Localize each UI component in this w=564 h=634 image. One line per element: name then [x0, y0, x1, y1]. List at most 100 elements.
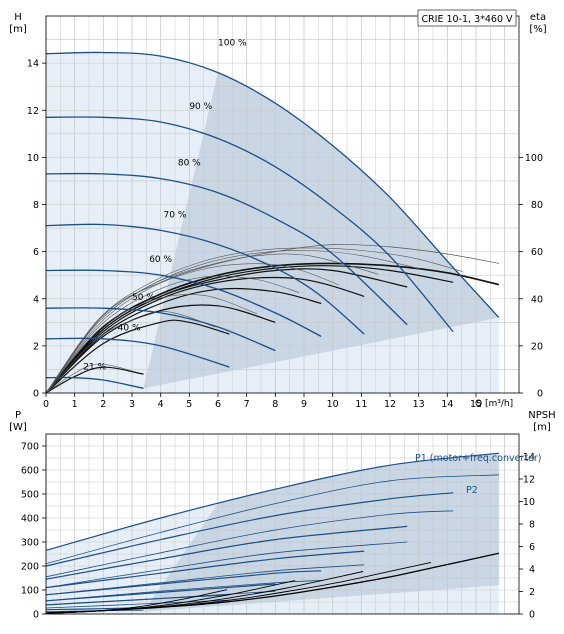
head-curve-40	[45, 337, 230, 368]
p2-series-label: P2	[466, 485, 478, 496]
x-tick-label: 3	[129, 399, 135, 410]
power-tick-label: 200	[21, 562, 39, 573]
efficiency-curve-0.4	[45, 319, 230, 394]
top-curves: 100 % 90 % 80 % 70 % 60 % 50 % 40 % 21 %	[45, 38, 500, 394]
npsh-tick-label: 8	[529, 520, 535, 531]
x-tick-label: 1	[72, 399, 78, 410]
bottom-axes: 0 100 200 300 400 500 600 700 0 2 4 6 8 10 12 14	[21, 433, 535, 621]
p2-curve-0.9	[45, 510, 454, 578]
eta-axis-label: eta	[530, 12, 546, 23]
head-curve-label: 90 %	[189, 102, 212, 112]
x-tick-label: 4	[158, 399, 164, 410]
power-tick-label: 700	[21, 442, 39, 453]
head-curve-label: 40 %	[118, 324, 141, 334]
eta-tick-label: 40	[531, 294, 543, 305]
power-axis-unit: [W]	[9, 422, 27, 433]
head-curve-90	[45, 116, 454, 333]
npsh-tick-label: 0	[529, 610, 535, 621]
head-tick-label: 4	[33, 294, 39, 305]
head-tick-label: 10	[27, 153, 39, 164]
eta-tick-label: 60	[531, 247, 543, 258]
head-tick-label: 0	[33, 389, 39, 400]
power-tick-label: 0	[33, 610, 39, 621]
p2-curve-1	[45, 474, 499, 564]
head-curve-label: 80 %	[178, 159, 201, 169]
head-curve-60	[45, 269, 322, 337]
head-curve-21	[45, 376, 144, 389]
pump-legend-text: CRIE 10-1, 3*460 V	[421, 14, 513, 25]
npsh-tick-label: 6	[529, 542, 535, 553]
efficiency-curve-0.21	[45, 366, 144, 394]
power-axis-label: P	[15, 410, 21, 421]
npsh-tick-label: 10	[523, 497, 535, 508]
head-curve-label: 60 %	[149, 255, 172, 265]
head-tick-label: 2	[33, 341, 39, 352]
npsh-tick-label: 4	[529, 565, 535, 576]
p1-curve-0.7	[45, 550, 365, 589]
x-tick-label: 10	[327, 399, 339, 410]
eta-tick-label: 100	[525, 153, 543, 164]
eta-tick-label: 0	[537, 389, 543, 400]
bottom-curves	[45, 452, 500, 614]
eta-axis-unit: [%]	[529, 24, 546, 35]
x-tick-label: 9	[301, 399, 307, 410]
top-axes: 0 1 2 3 4 5 6 7 8 9 10 11 12 13 14 15024681012140204060…	[27, 15, 543, 410]
head-tick-label: 14	[27, 59, 39, 70]
efficiency-contour-0.4	[45, 311, 215, 394]
efficiency-curve-0.5	[45, 304, 276, 394]
efficiency-contour-0.6	[45, 275, 300, 394]
efficiency-contour-0.5	[45, 294, 258, 394]
efficiency-curve-0.8	[45, 268, 408, 394]
flow-axis-label: Q [m³/h]	[475, 399, 513, 409]
efficiency-contour-1	[45, 247, 463, 394]
power-tick-label: 400	[21, 514, 39, 525]
power-tick-label: 500	[21, 490, 39, 501]
efficiency-contour-0.8	[45, 253, 379, 394]
eta-tick-label: 80	[531, 200, 543, 211]
head-curve-label: 70 %	[164, 210, 187, 220]
x-tick-label: 0	[43, 399, 49, 410]
power-tick-label: 100	[21, 586, 39, 597]
p2-curve-0.5	[45, 590, 276, 606]
x-tick-label: 8	[272, 399, 278, 410]
eta-tick-label: 20	[531, 341, 543, 352]
head-axis-label: H	[14, 12, 22, 23]
p1-curve-0.6	[45, 570, 322, 596]
p2-curve-0.8	[45, 541, 408, 588]
efficiency-curve-0.7	[45, 276, 365, 394]
npsh-tick-label: 14	[523, 452, 535, 463]
efficiency-curve-0.6	[45, 287, 322, 394]
head-axis-unit: [m]	[9, 24, 27, 35]
x-tick-label: 5	[186, 399, 192, 410]
p1-curve-0.9	[45, 492, 454, 567]
efficiency-contour-0.21	[45, 363, 136, 394]
power-tick-label: 600	[21, 466, 39, 477]
npsh-tick-label: 2	[529, 587, 535, 598]
head-tick-label: 6	[33, 247, 39, 258]
head-curve-label: 100 %	[218, 38, 247, 48]
efficiency-contour-0.7	[45, 263, 339, 394]
npsh-tick-label: 12	[523, 475, 535, 486]
p2-curve-0.6	[45, 580, 322, 602]
head-curve-label: 21 %	[83, 362, 106, 372]
head-curve-100	[45, 51, 500, 319]
head-curve-50	[45, 307, 276, 352]
head-curve-70	[45, 223, 365, 335]
efficiency-envelope	[45, 244, 499, 394]
x-tick-label: 15	[470, 399, 482, 410]
x-tick-label: 6	[215, 399, 221, 410]
head-curve-label: 50 %	[132, 293, 155, 303]
npsh-axis-unit: [m]	[533, 422, 551, 433]
p2-curve-0.7	[45, 564, 365, 596]
power-tick-label: 300	[21, 538, 39, 549]
head-tick-label: 8	[33, 200, 39, 211]
x-tick-label: 11	[355, 399, 367, 410]
p1-series-label: P1 (motor+freq.converter)	[415, 453, 542, 464]
x-tick-label: 13	[413, 399, 425, 410]
x-tick-label: 7	[244, 399, 250, 410]
head-tick-label: 12	[27, 106, 39, 117]
p1-curve-1	[45, 452, 499, 551]
x-tick-label: 12	[384, 399, 396, 410]
